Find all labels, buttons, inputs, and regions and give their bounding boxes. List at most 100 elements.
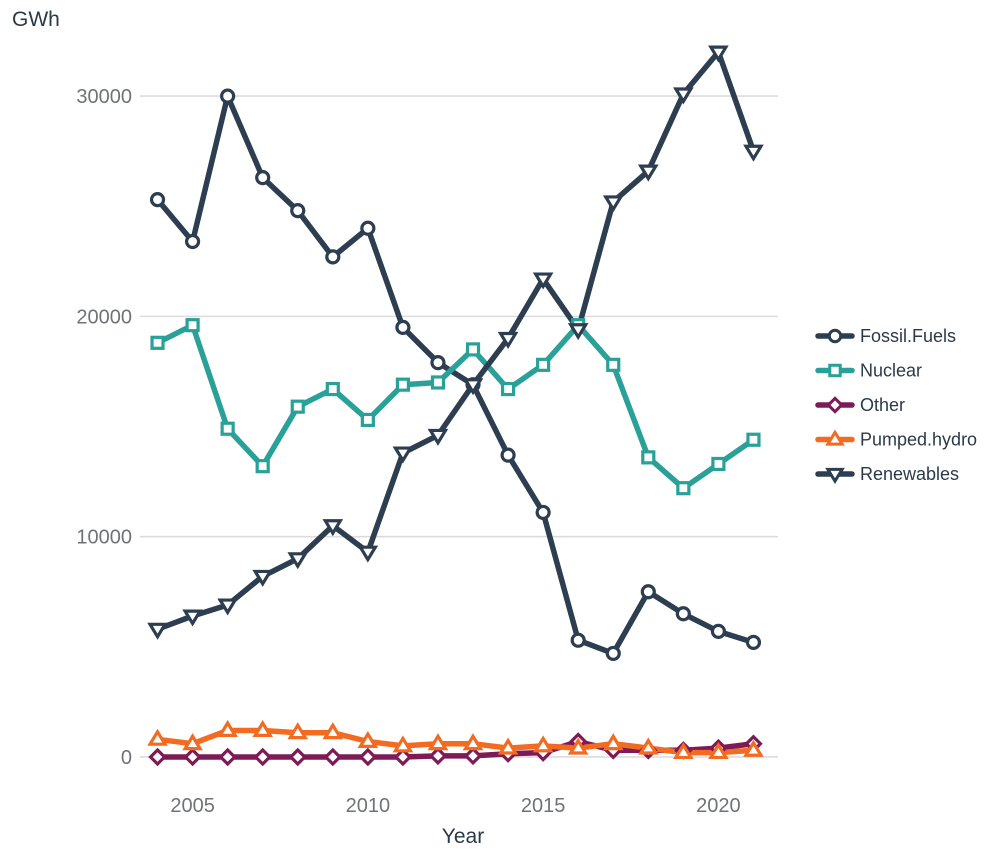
data-point-pumped-hydro xyxy=(567,737,589,755)
data-point-fossil-fuels xyxy=(675,606,691,622)
data-point-pumped-hydro xyxy=(287,722,309,740)
data-point-other xyxy=(253,747,272,767)
data-point-pumped-hydro xyxy=(147,728,168,746)
series-markers xyxy=(147,45,764,767)
data-point-fossil-fuels xyxy=(710,623,727,639)
data-point-pumped-hydro xyxy=(392,735,414,753)
data-point-fossil-fuels xyxy=(640,584,656,600)
legend-item-renewables: Renewables xyxy=(815,464,959,485)
series-line-renewables xyxy=(154,49,757,632)
data-point-fossil-fuels xyxy=(430,355,446,371)
data-point-renewables xyxy=(182,609,203,627)
data-point-fossil-fuels xyxy=(395,319,411,335)
data-point-fossil-fuels xyxy=(325,249,341,265)
legend: Fossil.Fuels Nuclear Other Pumped.hydro Rene… xyxy=(815,326,977,485)
data-point-nuclear xyxy=(676,481,691,496)
data-point-nuclear xyxy=(290,399,305,414)
data-point-fossil-fuels xyxy=(745,634,762,651)
data-point-other xyxy=(183,747,202,767)
data-point-pumped-hydro xyxy=(462,733,484,751)
data-point-other xyxy=(358,747,378,767)
data-point-nuclear xyxy=(500,381,516,397)
x-tick-label: 2010 xyxy=(346,795,391,817)
data-point-nuclear xyxy=(746,432,761,447)
y-axis-ticks: 0 10000 20000 30000 xyxy=(76,86,132,769)
data-point-renewables xyxy=(637,164,659,182)
data-point-pumped-hydro xyxy=(322,722,344,740)
series-line-pumped-hydro xyxy=(154,727,757,756)
x-tick-label: 2005 xyxy=(170,795,215,817)
series-lines xyxy=(154,49,757,760)
data-point-pumped-hydro xyxy=(357,730,379,749)
data-point-nuclear xyxy=(430,375,446,390)
data-point-nuclear xyxy=(360,412,375,428)
series-line-fossil-fuels xyxy=(154,93,757,657)
y-tick-label: 0 xyxy=(121,747,132,769)
legend-marker xyxy=(825,467,845,485)
data-point-renewables xyxy=(532,272,554,290)
y-tick-label: 20000 xyxy=(76,306,132,328)
data-point-pumped-hydro xyxy=(637,737,659,755)
data-point-other xyxy=(288,747,308,767)
data-point-pumped-hydro xyxy=(497,737,519,755)
legend-label: Fossil.Fuels xyxy=(860,326,956,346)
data-point-pumped-hydro xyxy=(532,735,554,753)
data-point-fossil-fuels xyxy=(500,447,516,463)
data-point-fossil-fuels xyxy=(360,220,376,236)
y-tick-label: 30000 xyxy=(76,86,132,108)
data-point-renewables xyxy=(287,552,309,570)
x-axis-ticks: 2005 2010 2015 2020 xyxy=(170,795,740,817)
data-point-renewables xyxy=(602,195,624,213)
data-point-renewables xyxy=(567,323,589,341)
legend-item-other: Other xyxy=(815,395,905,415)
data-point-renewables xyxy=(217,598,238,616)
data-point-fossil-fuels xyxy=(255,169,271,186)
data-point-other xyxy=(428,746,448,766)
data-point-other xyxy=(393,747,413,767)
data-point-pumped-hydro xyxy=(743,739,764,757)
data-point-pumped-hydro xyxy=(427,733,449,751)
data-point-renewables xyxy=(427,428,449,446)
data-point-other xyxy=(148,747,167,767)
data-point-renewables xyxy=(392,446,414,464)
data-point-nuclear xyxy=(325,381,340,397)
data-point-other xyxy=(218,747,237,767)
data-point-pumped-hydro xyxy=(708,741,729,760)
data-point-pumped-hydro xyxy=(602,733,624,751)
data-point-nuclear xyxy=(536,357,551,372)
data-point-renewables xyxy=(357,545,379,563)
data-point-pumped-hydro xyxy=(182,733,203,751)
data-point-fossil-fuels xyxy=(290,203,306,219)
data-point-pumped-hydro xyxy=(252,719,274,737)
legend-item-nuclear: Nuclear xyxy=(815,361,922,381)
x-tick-label: 2015 xyxy=(521,795,566,817)
data-point-fossil-fuels xyxy=(535,504,551,521)
data-point-nuclear xyxy=(606,357,621,372)
data-point-renewables xyxy=(252,569,274,587)
legend-label: Renewables xyxy=(860,464,959,484)
data-point-other xyxy=(463,746,483,766)
data-point-pumped-hydro xyxy=(673,741,694,760)
data-point-nuclear xyxy=(641,450,656,465)
legend-marker xyxy=(825,429,845,446)
data-point-nuclear xyxy=(220,421,235,436)
gridlines xyxy=(140,95,778,758)
y-axis-title: GWh xyxy=(12,8,60,31)
data-point-renewables xyxy=(322,519,344,537)
data-point-nuclear xyxy=(711,456,726,472)
legend-item-fossil-fuels: Fossil.Fuels xyxy=(815,326,956,346)
data-point-fossil-fuels xyxy=(570,632,586,648)
legend-label: Nuclear xyxy=(860,361,922,381)
data-point-renewables xyxy=(743,144,764,162)
x-tick-label: 2020 xyxy=(696,795,741,817)
legend-marker xyxy=(828,363,842,378)
legend-marker xyxy=(827,328,843,344)
x-axis-title: Year xyxy=(442,825,484,848)
legend-label: Pumped.hydro xyxy=(860,430,977,450)
legend-label: Other xyxy=(860,395,905,415)
legend-item-pumped-hydro: Pumped.hydro xyxy=(815,429,977,450)
data-point-fossil-fuels xyxy=(220,88,236,104)
data-point-fossil-fuels xyxy=(149,192,166,208)
data-point-renewables xyxy=(673,87,694,105)
